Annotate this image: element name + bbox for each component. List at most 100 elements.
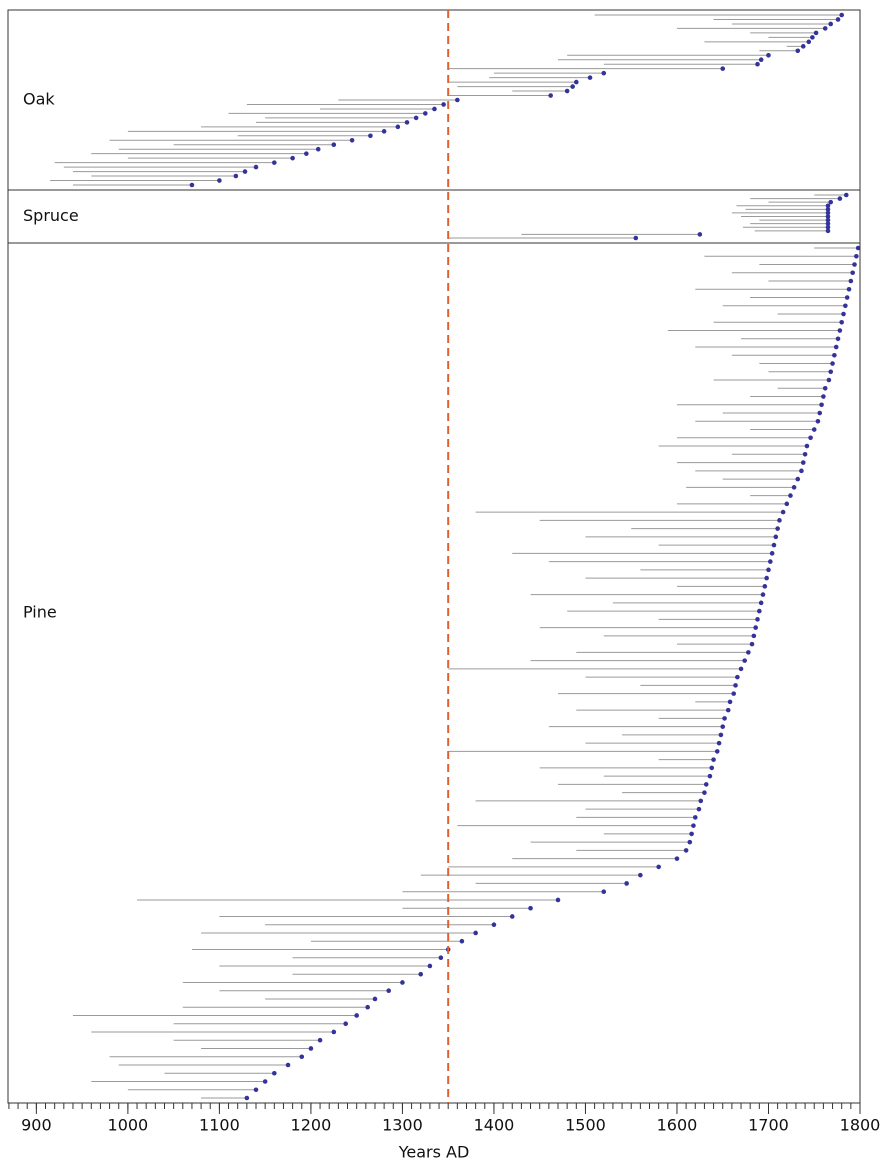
end-dot xyxy=(432,106,437,112)
end-dot xyxy=(638,872,643,878)
end-dot xyxy=(404,120,410,125)
end-dot xyxy=(806,39,812,45)
end-dot xyxy=(509,914,515,919)
end-dot xyxy=(555,897,561,903)
end-dot xyxy=(718,732,724,738)
end-dot xyxy=(813,30,819,36)
end-dot xyxy=(826,377,832,383)
end-dot xyxy=(574,79,579,85)
end-dot xyxy=(788,493,793,498)
end-dot xyxy=(696,806,702,812)
end-dot xyxy=(400,980,405,985)
end-dot xyxy=(825,217,831,223)
end-dot xyxy=(733,683,738,688)
end-dot xyxy=(570,84,575,89)
end-dot xyxy=(764,575,769,581)
end-dot xyxy=(727,699,733,705)
end-dot xyxy=(707,773,713,779)
end-dot xyxy=(799,468,804,474)
end-dot xyxy=(253,1087,259,1093)
end-dot xyxy=(755,617,760,622)
end-dot xyxy=(825,221,831,226)
end-dot xyxy=(272,160,277,165)
end-dot xyxy=(835,17,841,22)
end-dot xyxy=(317,1037,323,1043)
end-dot xyxy=(714,749,720,754)
end-dot xyxy=(683,848,689,853)
end-dot xyxy=(822,26,828,31)
end-dot xyxy=(828,199,834,205)
end-dot xyxy=(768,559,773,564)
end-dot xyxy=(843,303,848,309)
panel-label: Pine xyxy=(23,603,57,622)
end-dot xyxy=(548,93,553,98)
end-dot xyxy=(800,44,806,49)
end-dot xyxy=(852,262,857,267)
end-dot xyxy=(413,115,419,121)
end-dot xyxy=(381,129,387,134)
end-dot xyxy=(703,782,709,787)
end-dot xyxy=(854,253,859,259)
end-dot xyxy=(725,707,731,713)
end-dot xyxy=(735,674,740,680)
x-tick-label: 1100 xyxy=(199,1116,240,1135)
end-dot xyxy=(189,182,195,188)
end-dot xyxy=(304,151,309,156)
end-dot xyxy=(720,66,726,71)
x-tick-label: 900 xyxy=(21,1116,52,1135)
end-dot xyxy=(819,402,824,408)
end-dot xyxy=(491,922,497,927)
end-dot xyxy=(601,889,607,894)
end-dot xyxy=(808,435,813,441)
end-dot xyxy=(753,625,758,630)
end-dot xyxy=(802,452,808,457)
end-dot xyxy=(841,311,846,317)
end-dot xyxy=(473,930,478,936)
end-dot xyxy=(528,905,533,911)
end-dot xyxy=(791,485,797,490)
end-dot xyxy=(697,232,703,237)
end-dot xyxy=(427,963,433,969)
panel-label: Oak xyxy=(23,90,55,109)
end-dot xyxy=(855,245,861,251)
x-tick-label: 1800 xyxy=(840,1116,881,1135)
end-dot xyxy=(746,650,751,655)
end-dot xyxy=(343,1021,348,1027)
end-dot xyxy=(758,57,764,63)
end-dot xyxy=(354,1013,359,1018)
end-dot xyxy=(800,460,806,465)
end-dot xyxy=(771,542,777,548)
end-dot xyxy=(290,155,295,161)
end-dot xyxy=(386,988,392,994)
end-dot xyxy=(372,996,378,1002)
end-dot xyxy=(285,1062,291,1068)
x-tick-label: 1400 xyxy=(474,1116,515,1135)
end-dot xyxy=(825,203,831,209)
x-axis-label: Years AD xyxy=(398,1143,470,1162)
end-dot xyxy=(751,633,757,639)
end-dot xyxy=(804,443,810,449)
x-tick-label: 1600 xyxy=(657,1116,698,1135)
end-dot xyxy=(711,757,716,762)
end-dot xyxy=(656,864,661,870)
end-dot xyxy=(698,798,704,804)
end-dot xyxy=(825,210,831,216)
x-tick-label: 1300 xyxy=(382,1116,423,1135)
end-dot xyxy=(253,164,259,170)
end-dot xyxy=(674,856,680,861)
end-dot xyxy=(244,1095,250,1101)
end-dot xyxy=(795,48,801,54)
end-dot xyxy=(349,137,355,143)
end-dot xyxy=(272,1070,277,1076)
end-dot xyxy=(758,600,764,606)
end-dot xyxy=(262,1079,268,1084)
end-dot xyxy=(299,1054,305,1060)
end-dot xyxy=(459,938,465,944)
end-dot xyxy=(455,97,460,103)
end-dot xyxy=(766,52,771,58)
end-dot xyxy=(795,476,801,482)
end-dot xyxy=(766,567,771,573)
end-dot xyxy=(423,111,428,116)
end-dot xyxy=(830,361,835,366)
end-dot xyxy=(815,419,821,424)
